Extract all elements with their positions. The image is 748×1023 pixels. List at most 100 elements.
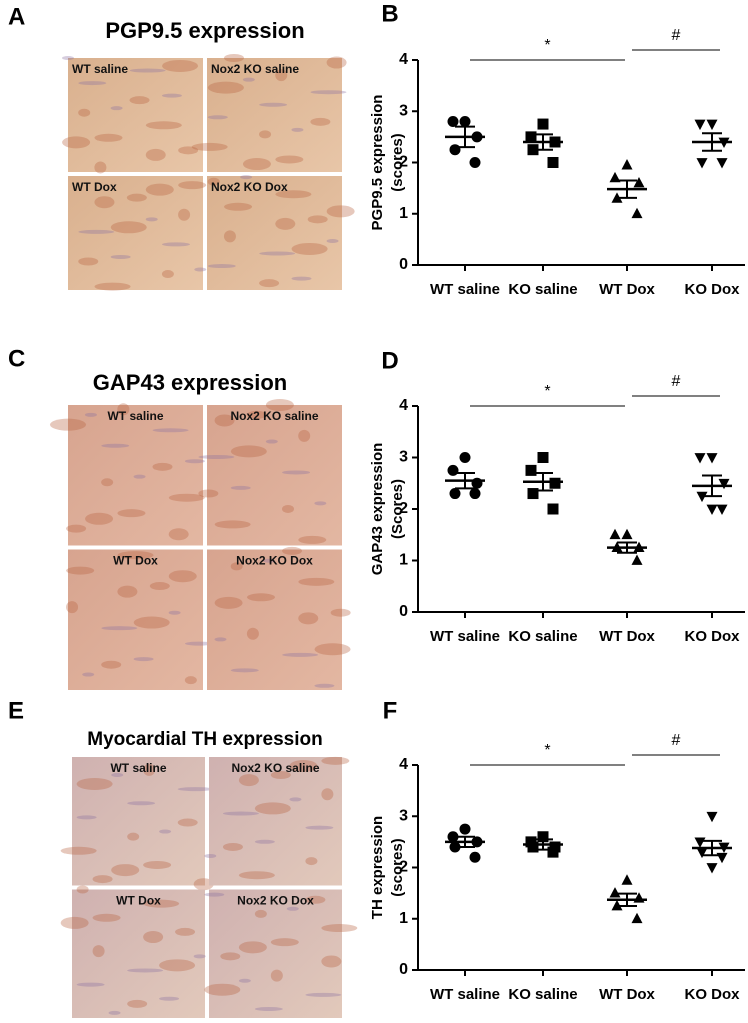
- data-point: [694, 119, 706, 131]
- tissue-texture: [129, 68, 166, 73]
- tissue-texture: [76, 777, 113, 790]
- x-tick-label: WT Dox: [599, 281, 655, 298]
- tissue-texture: [310, 117, 331, 126]
- data-point: [469, 488, 481, 500]
- y-tick-label: 1: [399, 910, 408, 927]
- micrograph: [207, 58, 342, 172]
- y-tick-label: 1: [399, 552, 408, 569]
- tissue-texture: [321, 955, 342, 968]
- data-point: [547, 503, 559, 515]
- micrograph: [68, 58, 203, 172]
- micrograph: [72, 889, 205, 1018]
- tissue-texture: [259, 279, 280, 288]
- tissue-texture: [161, 93, 182, 98]
- tissue-texture: [168, 570, 197, 583]
- error-bar: [455, 835, 475, 848]
- data-point: [609, 887, 621, 898]
- data-point: [631, 912, 643, 924]
- data-point: [631, 554, 643, 565]
- x-tick-label: WT saline: [430, 281, 500, 298]
- tissue-texture: [178, 208, 191, 221]
- tissue-texture: [145, 183, 174, 196]
- tissue-texture: [84, 412, 97, 417]
- data-point: [696, 158, 708, 169]
- tissue-texture: [168, 610, 181, 615]
- data-point: [547, 157, 559, 168]
- y-tick-label: 0: [399, 961, 408, 978]
- y-axis-label: PGP9.5 expression: [369, 95, 386, 231]
- tissue-texture: [321, 924, 358, 933]
- tissue-texture: [314, 501, 327, 506]
- tissue-texture: [78, 229, 115, 234]
- data-point: [447, 464, 459, 476]
- data-point: [716, 504, 728, 516]
- significance-label: #: [672, 732, 681, 749]
- tissue-texture: [133, 616, 170, 629]
- tissue-texture: [175, 927, 196, 936]
- tissue-texture: [76, 815, 97, 820]
- error-bar: [617, 892, 637, 907]
- tissue-texture: [291, 242, 328, 255]
- micrograph: [68, 405, 203, 546]
- tissue-texture: [282, 546, 303, 555]
- tissue-texture: [314, 643, 351, 656]
- panel-letter: A: [8, 3, 25, 30]
- image-label: Nox2 KO Dox: [237, 894, 314, 908]
- tissue-texture: [275, 69, 288, 82]
- tissue-texture: [242, 77, 255, 82]
- tissue-texture: [60, 846, 97, 855]
- tissue-texture: [162, 242, 190, 247]
- tissue-texture: [168, 528, 189, 541]
- tissue-texture: [159, 996, 180, 1001]
- image-label: WT saline: [72, 62, 128, 76]
- error-bar: [533, 133, 553, 151]
- tissue-texture: [66, 524, 87, 533]
- tissue-texture: [289, 759, 318, 772]
- y-tick-label: 2: [399, 154, 408, 171]
- tissue-texture: [76, 982, 105, 987]
- tissue-texture: [207, 177, 220, 186]
- data-point: [696, 847, 708, 859]
- tissue-texture: [238, 978, 251, 983]
- data-point: [549, 477, 561, 489]
- data-point: [525, 464, 537, 476]
- tissue-texture: [78, 81, 107, 86]
- x-tick-label: KO saline: [508, 628, 577, 645]
- y-tick-label: 0: [399, 256, 408, 273]
- tissue-texture: [92, 875, 113, 884]
- x-tick-label: WT saline: [430, 986, 500, 1003]
- micrograph: [207, 405, 342, 546]
- tissue-texture: [159, 959, 196, 972]
- data-point: [706, 863, 718, 874]
- tissue-texture: [326, 56, 347, 69]
- tissue-texture: [62, 136, 91, 149]
- image-label: Nox2 KO Dox: [236, 554, 313, 568]
- tissue-texture: [246, 627, 259, 640]
- micrograph: [209, 889, 342, 1018]
- tissue-texture: [178, 181, 207, 190]
- tissue-texture: [143, 899, 180, 908]
- tissue-texture: [270, 770, 291, 779]
- panel-letter: D: [381, 347, 398, 374]
- micrograph: [72, 757, 205, 886]
- y-tick-label: 4: [399, 397, 408, 414]
- tissue-texture: [62, 56, 74, 60]
- data-point: [609, 528, 621, 540]
- data-point: [449, 144, 461, 156]
- tissue-texture: [143, 860, 172, 869]
- x-tick-label: KO Dox: [684, 628, 740, 645]
- x-tick-label: KO Dox: [684, 986, 740, 1003]
- tissue-texture: [133, 657, 154, 662]
- tissue-texture: [298, 577, 335, 586]
- data-point: [694, 453, 706, 464]
- tissue-texture: [259, 130, 272, 139]
- data-point: [469, 157, 481, 168]
- data-point: [706, 453, 718, 464]
- tissue-texture: [161, 270, 174, 279]
- significance-label: #: [672, 373, 681, 390]
- error-bar: [533, 471, 553, 492]
- tissue-texture: [204, 892, 225, 897]
- micrograph: [68, 549, 203, 690]
- tissue-texture: [305, 992, 342, 997]
- tissue-texture: [127, 968, 164, 973]
